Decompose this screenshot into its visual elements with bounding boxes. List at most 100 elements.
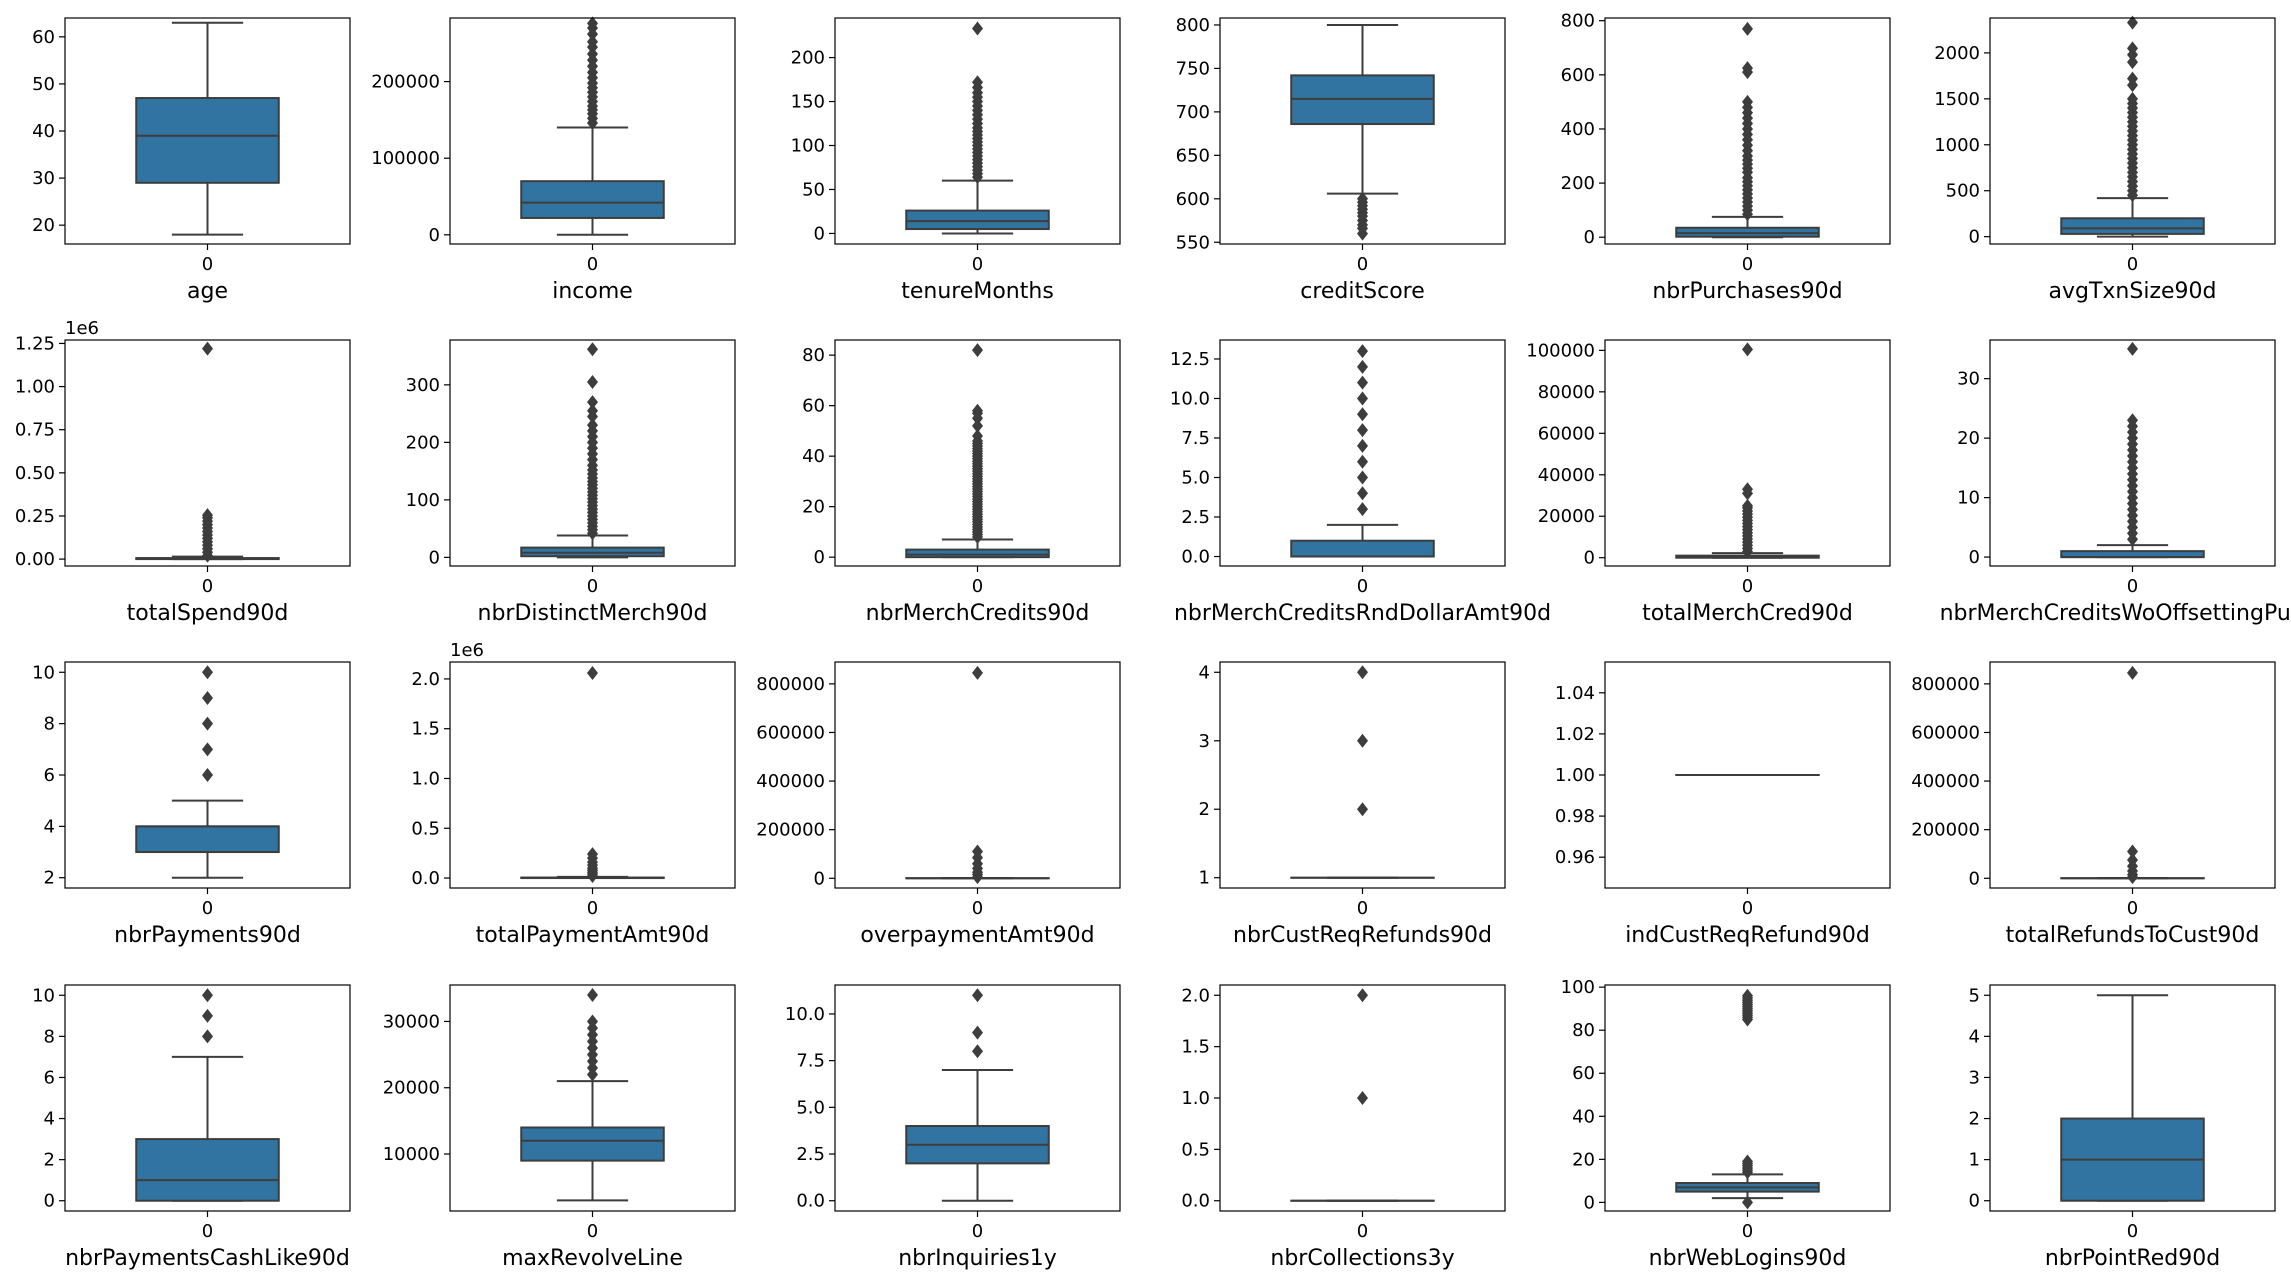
axes-frame xyxy=(834,17,1121,245)
outlier-point xyxy=(202,742,213,757)
axes-frame xyxy=(1604,984,1891,1212)
y-tick-label: 200 xyxy=(406,432,440,453)
x-axis-label: age xyxy=(187,279,228,304)
y-tick-label: 800 xyxy=(1561,11,1595,32)
y-tick-label: 60000 xyxy=(1538,423,1595,444)
subplot-totalRefundsToCust90d: 0 200000 400000 600000 800000 0 totalRefundsTo… xyxy=(1911,661,2276,948)
outlier-point xyxy=(972,403,983,418)
outlier-point xyxy=(587,403,598,418)
x-axis-label: indCustReqRefund90d xyxy=(1625,923,1870,948)
subplot-nbrCollections3y: 0.0 0.5 1.0 1.5 2.0 0 nbrCollections3y xyxy=(1181,984,1506,1271)
outlier-point xyxy=(1742,1195,1753,1210)
outlier-point xyxy=(2127,665,2138,680)
x-axis-label: nbrMerchCreditsRndDollarAmt90d xyxy=(1174,601,1551,626)
x-axis-label: nbrWebLogins90d xyxy=(1649,1246,1847,1271)
outlier-point xyxy=(2127,15,2138,30)
outlier-point xyxy=(2127,844,2138,859)
y-tick-label: 200000 xyxy=(1911,820,1980,841)
x-tick-label: 0 xyxy=(972,1221,983,1242)
y-tick-label: 60 xyxy=(802,396,825,417)
subplot-creditScore: 550 600 650 700 750 800 0 creditScore xyxy=(1176,15,1506,304)
y-tick-label: 40 xyxy=(32,121,55,142)
y-tick-label: 1.04 xyxy=(1555,683,1595,704)
x-axis-label: totalPaymentAmt90d xyxy=(476,923,710,948)
y-tick-label: 2.5 xyxy=(1181,507,1210,528)
outlier-point xyxy=(1742,1154,1753,1169)
x-tick-label: 0 xyxy=(1742,1221,1753,1242)
y-tick-label: 600000 xyxy=(1911,722,1980,743)
outlier-point xyxy=(1742,61,1753,76)
outlier-point xyxy=(202,1029,213,1044)
axes-frame xyxy=(449,984,736,1212)
subplot-avgTxnSize90d: 0 500 1000 1500 2000 0 avgTxnSize90d xyxy=(1934,15,2276,304)
outlier-point xyxy=(1357,407,1368,422)
x-tick-label: 0 xyxy=(202,254,213,275)
y-tick-label: 550 xyxy=(1176,232,1210,253)
y-tick-label: 10 xyxy=(32,985,55,1006)
y-tick-label: 200 xyxy=(791,48,825,69)
x-axis-label: nbrPurchases90d xyxy=(1652,279,1842,304)
outlier-point xyxy=(1357,359,1368,374)
y-tick-label: 0 xyxy=(1969,227,1980,248)
outlier-point xyxy=(587,342,598,357)
y-tick-label: 4 xyxy=(1199,662,1210,683)
y-tick-label: 60 xyxy=(32,27,55,48)
axes-frame xyxy=(64,17,351,245)
y-tick-label: 0.0 xyxy=(1181,547,1210,568)
y-tick-label: 2.5 xyxy=(796,1144,825,1165)
y-tick-label: 0 xyxy=(1584,1192,1595,1213)
outlier-point xyxy=(1357,391,1368,406)
y-tick-label: 80 xyxy=(1572,1020,1595,1041)
y-tick-label: 2.0 xyxy=(1181,985,1210,1006)
y-tick-label: 100 xyxy=(791,136,825,157)
y-tick-label: 0 xyxy=(814,547,825,568)
outlier-point xyxy=(587,16,598,31)
axes-frame xyxy=(834,661,1121,889)
y-tick-label: 7.5 xyxy=(1181,428,1210,449)
outlier-point xyxy=(587,987,598,1002)
y-tick-label: 40 xyxy=(802,446,825,467)
outlier-point xyxy=(587,418,598,433)
y-tick-label: 1.5 xyxy=(411,719,440,740)
outlier-point xyxy=(2127,41,2138,56)
x-axis-label: creditScore xyxy=(1300,279,1425,304)
y-tick-label: 400000 xyxy=(756,771,825,792)
y-tick-label: 1000 xyxy=(1934,135,1980,156)
y-tick-label: 1500 xyxy=(1934,89,1980,110)
y-tick-label: 0.5 xyxy=(411,818,440,839)
outlier-point xyxy=(972,418,983,433)
y-tick-label: 100000 xyxy=(371,148,440,169)
x-axis-label: nbrDistinctMerch90d xyxy=(478,601,708,626)
y-tick-label: 8 xyxy=(44,714,55,735)
outlier-point xyxy=(972,428,983,443)
y-tick-label: 40 xyxy=(1572,1106,1595,1127)
box-iqr xyxy=(905,548,1050,559)
y-tick-label: 7.5 xyxy=(796,1051,825,1072)
y-tick-label: 1.5 xyxy=(1181,1037,1210,1058)
outlier-point xyxy=(2127,91,2138,106)
x-axis-label: maxRevolveLine xyxy=(502,1246,683,1271)
y-tick-label: 0 xyxy=(429,547,440,568)
y-tick-label: 10000 xyxy=(383,1144,440,1165)
axes-frame xyxy=(449,661,736,889)
subplot-nbrInquiries1y: 0.0 2.5 5.0 7.5 10.0 0 nbrInquiries1y xyxy=(785,984,1121,1271)
x-tick-label: 0 xyxy=(972,898,983,919)
outlier-point xyxy=(1357,486,1368,501)
outlier-point xyxy=(1357,988,1368,1003)
outlier-point xyxy=(587,374,598,389)
y-tick-label: 200000 xyxy=(756,820,825,841)
outlier-point xyxy=(202,988,213,1003)
y-tick-label: 10.0 xyxy=(1170,388,1210,409)
outlier-point xyxy=(587,665,598,680)
x-axis-label: nbrInquiries1y xyxy=(898,1246,1057,1271)
outlier-point xyxy=(972,665,983,680)
y-tick-label: 4 xyxy=(44,816,55,837)
subplot-nbrPayments90d: 2 4 6 8 10 0 nbrPayments90d xyxy=(32,661,351,948)
x-tick-label: 0 xyxy=(1742,898,1753,919)
y-tick-label: 8 xyxy=(44,1026,55,1047)
y-tick-label: 0 xyxy=(1584,227,1595,248)
x-axis-label: nbrMerchCredits90d xyxy=(866,601,1090,626)
axes-frame xyxy=(1219,984,1506,1212)
x-axis-label: nbrCustReqRefunds90d xyxy=(1233,923,1492,948)
subplot-nbrMerchCredits90d: 0 20 40 60 80 0 nbrMerchCredits90d xyxy=(802,339,1121,626)
